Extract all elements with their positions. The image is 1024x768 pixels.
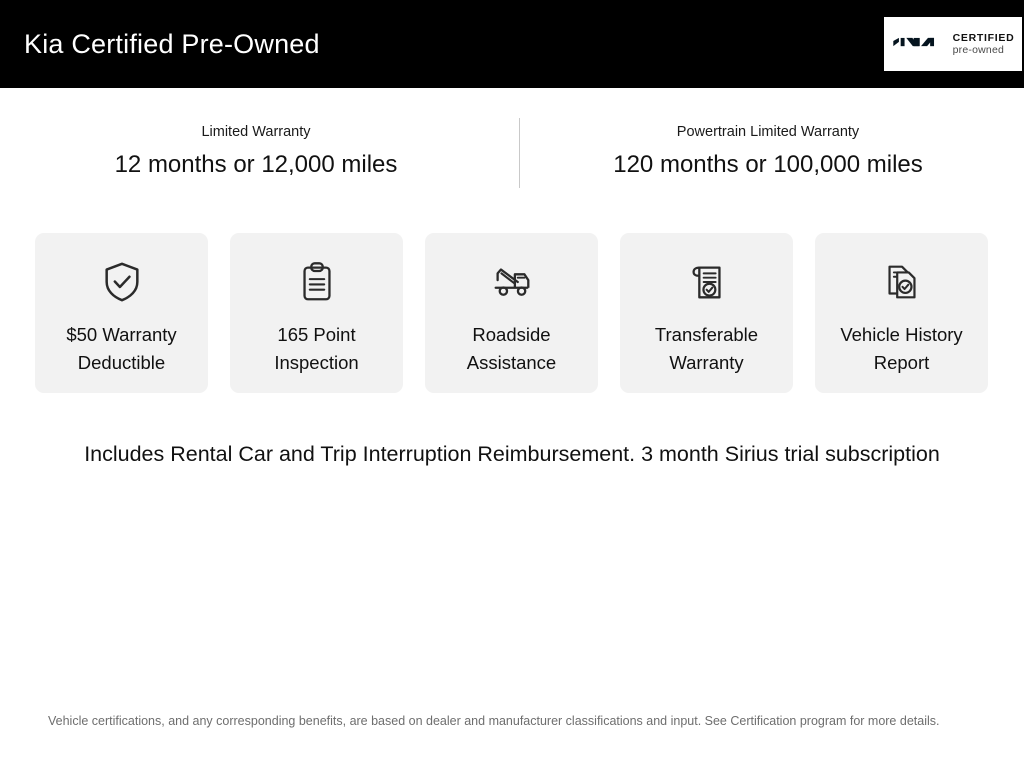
clipboard-icon bbox=[302, 262, 331, 301]
feature-cards: $50 Warranty Deductible 165 Point Inspec… bbox=[35, 233, 989, 393]
badge-certified-label: CERTIFIED bbox=[952, 31, 1015, 44]
page-header: Kia Certified Pre-Owned CERTIFIED pre-ow… bbox=[0, 0, 1024, 88]
warranty-column-powertrain: Powertrain Limited Warranty 120 months o… bbox=[512, 110, 1024, 181]
feature-card-label: Vehicle History Report bbox=[840, 324, 963, 373]
disclaimer-text: Vehicle certifications, and any correspo… bbox=[48, 714, 940, 728]
limited-warranty-value: 12 months or 12,000 miles bbox=[114, 151, 398, 178]
feature-card-label: $50 Warranty Deductible bbox=[66, 324, 177, 373]
tow-truck-icon bbox=[494, 268, 529, 296]
warranty-column-limited: Limited Warranty 12 months or 12,000 mil… bbox=[0, 110, 512, 181]
includes-note: Includes Rental Car and Trip Interruptio… bbox=[84, 442, 940, 466]
feature-card-label: Transferable Warranty bbox=[654, 324, 759, 373]
badge-text: CERTIFIED pre-owned bbox=[952, 31, 1015, 56]
feature-card-transferable-warranty: Transferable Warranty bbox=[620, 233, 793, 393]
feature-card-label: 165 Point Inspection bbox=[274, 324, 359, 373]
feature-card-vehicle-history-report: Vehicle History Report bbox=[815, 233, 988, 393]
feature-card-label: Roadside Assistance bbox=[466, 324, 557, 373]
limited-warranty-label: Limited Warranty bbox=[201, 124, 311, 140]
shield-check-icon bbox=[104, 262, 139, 302]
warranty-divider bbox=[519, 118, 520, 188]
kia-certified-preowned-badge: CERTIFIED pre-owned bbox=[884, 17, 1022, 71]
powertrain-warranty-label: Powertrain Limited Warranty bbox=[676, 124, 860, 140]
feature-card-roadside-assistance: Roadside Assistance bbox=[425, 233, 598, 393]
feature-card-warranty-deductible: $50 Warranty Deductible bbox=[35, 233, 208, 393]
powertrain-warranty-value: 120 months or 100,000 miles bbox=[613, 151, 923, 178]
feature-card-point-inspection: 165 Point Inspection bbox=[230, 233, 403, 393]
warranty-summary: Limited Warranty 12 months or 12,000 mil… bbox=[0, 110, 1024, 210]
document-seal-icon bbox=[691, 266, 721, 299]
badge-preowned-label: pre-owned bbox=[952, 44, 1005, 56]
kia-logo-icon bbox=[892, 37, 934, 47]
page-title: Kia Certified Pre-Owned bbox=[24, 29, 320, 59]
documents-check-icon bbox=[887, 265, 916, 299]
